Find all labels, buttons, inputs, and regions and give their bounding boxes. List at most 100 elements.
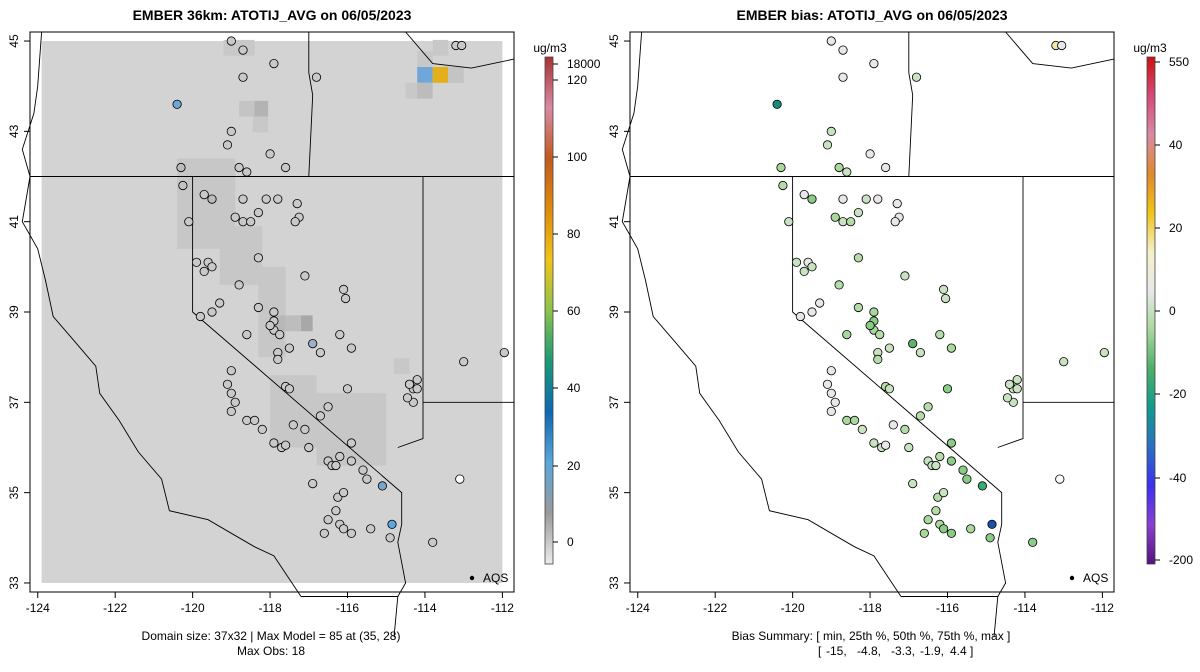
model-colorbar-tick-label: 20: [567, 459, 581, 473]
model-obs-point: [499, 347, 509, 358]
model-obs-point: [238, 45, 248, 55]
bias-obs-point: [1028, 537, 1038, 547]
bias-obs-point: [977, 481, 988, 491]
bias-obs-point: [962, 474, 972, 484]
model-obs-point: [455, 474, 465, 484]
model-grid-cell: [252, 116, 269, 133]
bias-y-tick-label: 45: [607, 34, 621, 48]
bias-obs-point: [815, 298, 825, 308]
bias-obs-point: [857, 424, 867, 434]
model-obs-point: [280, 162, 291, 173]
bias-obs-point: [890, 217, 900, 227]
model-obs-point: [199, 266, 209, 276]
model-obs-point: [246, 217, 256, 227]
bias-obs-point: [842, 167, 852, 177]
bias-boundary-line: [993, 596, 999, 638]
bias-obs-point: [776, 162, 786, 173]
bias-obs-point: [1012, 375, 1022, 385]
model-grid-cell: [417, 82, 433, 99]
model-colorbar-bar: [544, 56, 554, 565]
bias-obs-point: [884, 343, 895, 353]
model-aqs-marker: [469, 575, 475, 581]
model-grid-cell: [417, 51, 433, 67]
model-obs-point: [234, 280, 244, 290]
bias-obs-point: [940, 293, 951, 304]
bias-y-tick-label: 35: [607, 486, 621, 500]
bias-obs-point: [946, 438, 957, 448]
model-obs-point: [412, 384, 422, 394]
bias-obs-point: [958, 465, 968, 475]
bias-obs-point: [830, 212, 840, 222]
bias-obs-point: [838, 45, 848, 55]
bias-obs-point: [985, 533, 995, 543]
model-y-tick-label: 33: [7, 576, 21, 590]
bias-boundary-line: [1005, 31, 1115, 69]
model-grid-cell: [393, 358, 410, 375]
model-obs-point: [308, 478, 318, 489]
bias-x-tick-label: -120: [781, 601, 805, 615]
bias-x-tick-label: -124: [626, 601, 650, 615]
model-obs-point: [315, 411, 325, 421]
bias-obs-point: [908, 338, 918, 349]
bias-obs-point: [853, 302, 864, 313]
model-obs-point: [292, 199, 302, 209]
model-obs-point: [242, 329, 252, 340]
bias-obs-point: [923, 402, 933, 412]
bias-obs-point: [900, 424, 910, 434]
bias-obs-point: [873, 354, 883, 364]
bias-aqs-legend: AQS: [1069, 571, 1108, 585]
model-x-tick-label: -118: [258, 601, 281, 615]
bias-colorbar-tick-label: 40: [1169, 138, 1183, 152]
model-colorbar-tick-label: 0: [567, 535, 574, 549]
bias-colorbar: ug/m3 550 40 20 0 -20 -40 -200: [1133, 41, 1193, 567]
bias-title: EMBER bias: ATOTIJ_AVG on 06/05/2023: [736, 7, 1007, 23]
bias-obs-point: [904, 442, 914, 453]
model-obs-point: [207, 194, 217, 204]
bias-obs-point: [946, 528, 957, 538]
model-obs-point: [191, 257, 202, 267]
bias-obs-point: [865, 320, 875, 331]
model-footer-line1: Domain size: 37x32 | Max Model = 85 at (…: [142, 629, 401, 643]
model-obs-point: [338, 487, 349, 498]
model-obs-point: [340, 293, 351, 304]
model-obs-point: [238, 72, 248, 82]
bias-obs-point: [1012, 384, 1022, 394]
model-obs-point: [226, 126, 236, 136]
bias-summary-max: 4.4 ]: [950, 644, 973, 658]
model-obs-points: [172, 36, 509, 547]
bias-summary-open: [: [818, 644, 822, 658]
model-obs-point: [207, 262, 217, 272]
model-obs-point: [222, 379, 233, 389]
bias-colorbar-tick-label: -200: [1169, 553, 1193, 567]
bias-x-tick-label: -118: [858, 601, 881, 615]
bias-summary-header: Bias Summary: [ min, 25th %, 50th %, 75t…: [732, 629, 1011, 643]
model-aqs-label: AQS: [483, 571, 508, 585]
model-obs-point: [331, 460, 341, 471]
bias-obs-point: [834, 162, 844, 173]
bias-obs-point: [822, 379, 833, 389]
model-obs-point: [362, 474, 372, 484]
bias-obs-point: [849, 415, 860, 425]
bias-obs-point: [869, 307, 879, 317]
model-obs-point: [284, 384, 294, 394]
model-obs-point: [172, 99, 182, 109]
model-obs-point: [366, 524, 376, 534]
bias-obs-point: [791, 257, 802, 267]
bias-obs-point: [853, 208, 864, 218]
bias-obs-point: [880, 162, 891, 173]
model-obs-point: [234, 162, 244, 173]
model-grid-cell: [223, 39, 240, 56]
model-colorbar-unit: ug/m3: [533, 41, 567, 55]
model-x-tick-label: -116: [336, 601, 359, 615]
model-boundary-line: [21, 31, 43, 177]
bias-colorbar-tick-label: 550: [1169, 55, 1189, 69]
model-obs-point: [226, 366, 236, 376]
model-x-tick-label: -114: [413, 601, 436, 615]
model-obs-point: [275, 329, 285, 340]
model-obs-point: [311, 72, 322, 82]
model-boundary-line: [405, 31, 515, 69]
model-obs-point: [323, 515, 333, 525]
model-obs-point: [257, 424, 267, 434]
model-obs-point: [404, 379, 415, 389]
